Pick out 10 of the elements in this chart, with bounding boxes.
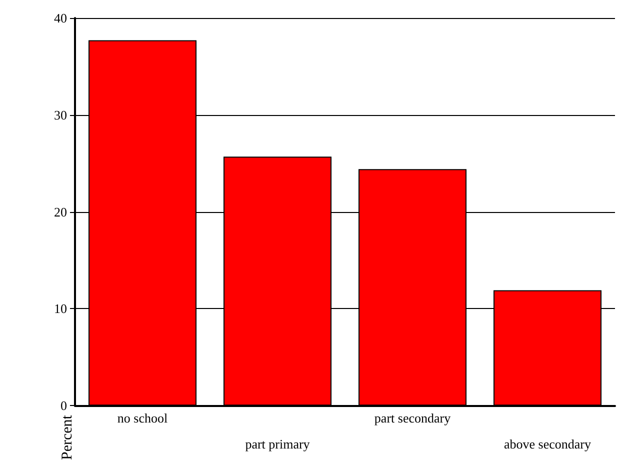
- y-axis-title: Percent: [60, 414, 76, 460]
- y-tick-label: 40: [54, 10, 67, 26]
- x-tick-label: part primary: [245, 436, 310, 452]
- y-tick-label: 20: [54, 204, 67, 220]
- x-tick-label: above secondary: [504, 436, 592, 452]
- x-tick-label: no school: [117, 410, 168, 426]
- y-tick-label: 10: [54, 301, 67, 316]
- y-tick-label: 30: [54, 107, 67, 122]
- y-tick-label: 0: [60, 398, 67, 414]
- x-tick-label: part secondary: [374, 410, 452, 426]
